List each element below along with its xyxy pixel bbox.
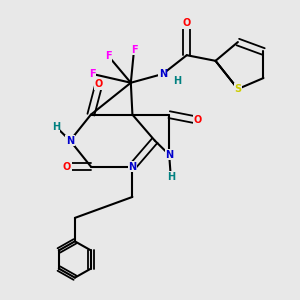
Text: F: F	[89, 69, 96, 79]
Text: O: O	[95, 79, 103, 89]
Text: F: F	[131, 45, 137, 55]
Text: S: S	[234, 84, 242, 94]
Text: O: O	[63, 162, 71, 172]
Text: H: H	[52, 122, 60, 131]
Text: N: N	[159, 69, 167, 79]
Text: O: O	[194, 115, 202, 125]
Text: H: H	[167, 172, 175, 182]
Text: N: N	[128, 162, 136, 172]
Text: H: H	[173, 76, 181, 86]
Text: F: F	[105, 51, 112, 61]
Text: O: O	[183, 18, 191, 28]
Text: N: N	[66, 136, 74, 146]
Text: N: N	[165, 150, 173, 160]
